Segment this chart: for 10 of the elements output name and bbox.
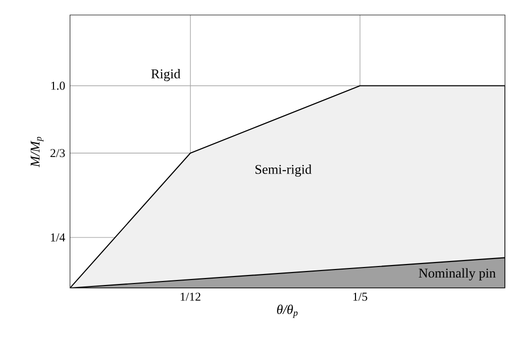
x-tick-label: 1/12: [180, 292, 200, 301]
x-tick-label: 1/5: [353, 292, 368, 301]
y-tick-label: 1/4: [51, 233, 66, 242]
annotation: Rigid: [151, 68, 180, 82]
y-tick-label: 1.0: [51, 82, 65, 90]
y-tick-label: 2/3: [50, 149, 65, 158]
annotation: Nominally pin: [418, 268, 496, 280]
x-axis-title: θ/θ$_{p}$: [277, 304, 298, 318]
y-axis-title: M/M$_{p}$: [30, 136, 44, 168]
annotation: Semi-rigid: [256, 164, 312, 177]
